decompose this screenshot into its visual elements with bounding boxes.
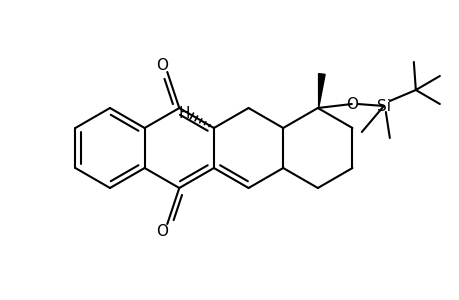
Text: H: H — [178, 106, 189, 121]
Text: O: O — [156, 58, 168, 73]
Text: O: O — [345, 97, 357, 112]
Polygon shape — [318, 74, 325, 108]
Text: O: O — [156, 224, 168, 238]
Text: Si: Si — [376, 98, 390, 113]
